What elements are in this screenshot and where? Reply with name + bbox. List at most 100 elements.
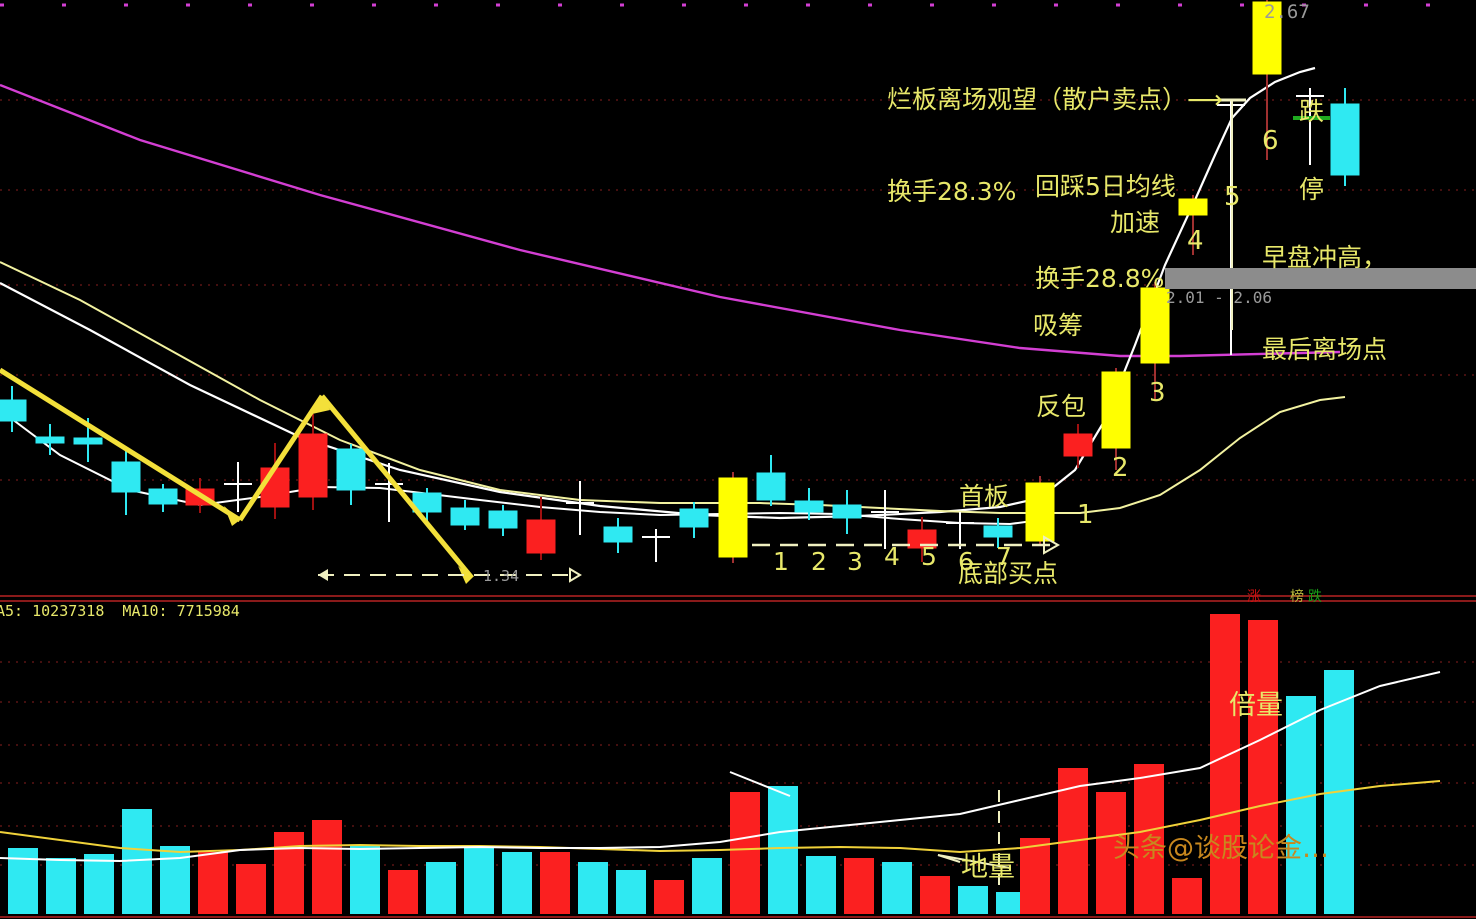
seq-bottom-5: 5 bbox=[921, 542, 937, 571]
volume-bar-27[interactable] bbox=[1020, 838, 1050, 914]
candle-24[interactable] bbox=[907, 517, 937, 562]
volume-bar-20[interactable] bbox=[768, 786, 798, 914]
candle-body-33 bbox=[1252, 1, 1282, 75]
seq-bottom-6: 6 bbox=[958, 547, 974, 576]
seq-rally-6: 6 bbox=[1262, 126, 1279, 156]
volume-chart-canvas[interactable] bbox=[0, 600, 1476, 919]
candle-6[interactable] bbox=[224, 462, 252, 512]
volume-bar-32[interactable] bbox=[1210, 614, 1240, 914]
annotation-diliang: 地量 bbox=[961, 852, 1015, 883]
candle-26[interactable] bbox=[983, 518, 1013, 548]
badge-die[interactable]: 跌 bbox=[1308, 589, 1322, 605]
candle-1[interactable] bbox=[35, 424, 65, 455]
volume-bar-30[interactable] bbox=[1134, 764, 1164, 914]
candle-15[interactable] bbox=[566, 481, 594, 535]
candle-31[interactable] bbox=[1178, 195, 1208, 255]
volume-bar-11[interactable] bbox=[426, 862, 456, 914]
candle-20[interactable] bbox=[756, 455, 786, 506]
candle-34[interactable] bbox=[1296, 88, 1324, 165]
candle-7[interactable] bbox=[260, 443, 290, 519]
measure-arrow-right bbox=[569, 567, 582, 583]
annotation-jiasu: 加速 bbox=[1110, 208, 1161, 237]
candle-13[interactable] bbox=[488, 505, 518, 536]
candle-16[interactable] bbox=[603, 518, 633, 553]
candle-0[interactable] bbox=[0, 386, 27, 432]
candle-body-30 bbox=[1140, 287, 1170, 364]
annotation-xichou: 吸筹 bbox=[1033, 311, 1084, 340]
candle-19[interactable] bbox=[718, 472, 748, 563]
seq-bottom-1: 1 bbox=[773, 547, 789, 576]
volume-bar-4[interactable] bbox=[160, 846, 190, 914]
candle-12[interactable] bbox=[450, 500, 480, 530]
badge-bang[interactable]: 榜 bbox=[1290, 589, 1304, 605]
candle-27[interactable] bbox=[1025, 476, 1055, 546]
candle-body-9 bbox=[336, 448, 366, 491]
candle-28[interactable] bbox=[1063, 424, 1093, 468]
volume-bar-8[interactable] bbox=[312, 820, 342, 914]
candle-4[interactable] bbox=[148, 484, 178, 512]
candle-8[interactable] bbox=[298, 414, 328, 510]
candle-body-29 bbox=[1101, 371, 1131, 449]
volume-bar-33[interactable] bbox=[1248, 620, 1278, 914]
candle-body-26 bbox=[983, 525, 1013, 538]
volume-bar-23[interactable] bbox=[882, 862, 912, 914]
volume-bar-18[interactable] bbox=[692, 858, 722, 914]
volume-trend-seg bbox=[729, 771, 791, 797]
candle-35[interactable] bbox=[1330, 88, 1360, 186]
volume-bar-13[interactable] bbox=[502, 852, 532, 914]
price-chart-canvas[interactable] bbox=[0, 0, 1476, 600]
candle-10[interactable] bbox=[375, 463, 403, 522]
candle-18[interactable] bbox=[679, 502, 709, 538]
volume-bar-26[interactable] bbox=[996, 892, 1026, 914]
candle-33[interactable] bbox=[1252, 0, 1282, 160]
volume-bar-1[interactable] bbox=[46, 858, 76, 914]
volume-bar-25[interactable] bbox=[958, 886, 988, 914]
candle-21[interactable] bbox=[794, 488, 824, 520]
volume-bar-34[interactable] bbox=[1286, 696, 1316, 914]
seq-rally-5: 5 bbox=[1224, 182, 1241, 212]
volume-bar-21[interactable] bbox=[806, 856, 836, 914]
annotation-zaopan-chonggao: 早盘冲高， 最后离场点 bbox=[1262, 182, 1387, 426]
candle-17[interactable] bbox=[642, 529, 670, 562]
candle-30[interactable] bbox=[1140, 282, 1170, 400]
volume-bar-9[interactable] bbox=[350, 846, 380, 914]
volume-bar-7[interactable] bbox=[274, 832, 304, 914]
ma-white-line bbox=[0, 66, 1316, 520]
volume-bar-14[interactable] bbox=[540, 852, 570, 914]
volume-bar-17[interactable] bbox=[654, 880, 684, 914]
price-tag-high: 2.67 bbox=[1264, 1, 1310, 23]
volume-bar-6[interactable] bbox=[236, 864, 266, 914]
seq-rally-1: 1 bbox=[1077, 500, 1094, 530]
candle-9[interactable] bbox=[336, 444, 366, 505]
volume-bar-16[interactable] bbox=[616, 870, 646, 914]
candle-body-0 bbox=[0, 399, 27, 422]
price-tag-range: 2.01 - 2.06 bbox=[1166, 288, 1272, 307]
annotation-lanban-line2: 换手28.3% bbox=[887, 176, 1017, 206]
candle-25[interactable] bbox=[946, 512, 974, 549]
zigzag-down-1 bbox=[0, 367, 242, 523]
candle-3[interactable] bbox=[111, 448, 141, 515]
volume-bar-10[interactable] bbox=[388, 870, 418, 914]
watermark: 头条@谈股论金… bbox=[1113, 833, 1329, 864]
zigzag-arrowhead-2 bbox=[312, 396, 330, 414]
volume-bar-29[interactable] bbox=[1096, 792, 1126, 914]
volume-bar-15[interactable] bbox=[578, 862, 608, 914]
candle-29[interactable] bbox=[1101, 368, 1131, 470]
volume-bar-19[interactable] bbox=[730, 792, 760, 914]
candle-11[interactable] bbox=[412, 488, 442, 522]
volume-bar-22[interactable] bbox=[844, 858, 874, 914]
annotation-zaopan-line2: 最后离场点 bbox=[1262, 334, 1388, 364]
annotation-zaopan-line1: 早盘冲高， bbox=[1262, 243, 1388, 272]
candle-14[interactable] bbox=[526, 497, 556, 560]
candle-23[interactable] bbox=[871, 490, 899, 549]
candle-body-12 bbox=[450, 507, 480, 526]
badge-zhang[interactable]: 涨 bbox=[1247, 589, 1261, 605]
volume-bar-2[interactable] bbox=[84, 854, 114, 914]
volume-bar-12[interactable] bbox=[464, 846, 494, 914]
volume-bar-31[interactable] bbox=[1172, 878, 1202, 914]
candle-body-1 bbox=[35, 436, 65, 444]
volume-bar-24[interactable] bbox=[920, 876, 950, 914]
volume-bar-5[interactable] bbox=[198, 852, 228, 914]
candle-22[interactable] bbox=[832, 490, 862, 534]
candle-body-7 bbox=[260, 467, 290, 508]
